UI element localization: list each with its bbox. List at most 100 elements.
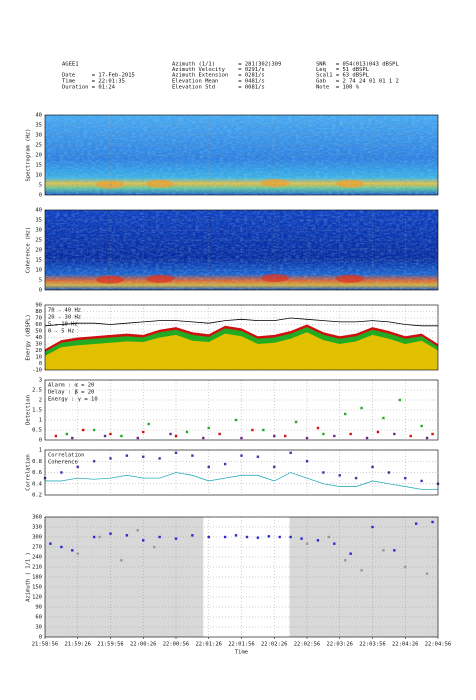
area xyxy=(45,332,438,370)
point xyxy=(142,455,145,458)
y-tick-label: 60 xyxy=(35,615,42,621)
point xyxy=(152,545,156,549)
point xyxy=(191,454,194,457)
y-tick-label: 0 xyxy=(39,635,42,641)
y-tick-label: 20 xyxy=(35,248,42,254)
point xyxy=(147,422,150,426)
point xyxy=(98,535,101,539)
y-tick-label: 0 xyxy=(39,438,42,444)
panel: 0 5 10 15 20 25 30 35 40 Spectrogram (Hz) xyxy=(26,113,439,199)
x-tick-label: 22:04:56 xyxy=(425,642,452,648)
point xyxy=(142,539,145,542)
hot-spot xyxy=(336,179,364,188)
point xyxy=(54,434,58,438)
point xyxy=(234,534,238,537)
point xyxy=(103,434,107,438)
y-tick-label: 60 xyxy=(35,322,42,328)
point xyxy=(414,522,418,525)
point xyxy=(316,426,320,430)
hot-spot xyxy=(146,274,174,283)
point xyxy=(354,476,358,480)
point xyxy=(92,535,96,539)
y-tick-label: 240 xyxy=(32,555,42,561)
panel: 0 0.5 1 1.5 2 2.5 3 Detection Alarm : α = 20Dela… xyxy=(26,378,439,444)
y-tick-label: 210 xyxy=(32,565,42,571)
y-tick-label: 270 xyxy=(32,545,42,551)
point xyxy=(344,559,347,562)
y-tick-label: 0 xyxy=(39,288,42,294)
x-tick-label: 22:03:26 xyxy=(327,642,354,648)
point xyxy=(71,549,74,552)
point xyxy=(60,471,63,474)
y-axis-label: Azimuth ( 1/1 ) xyxy=(26,552,32,602)
hot-spot xyxy=(146,179,174,188)
point xyxy=(404,565,407,569)
header-text: Duration = 01:24 xyxy=(62,85,116,91)
point xyxy=(393,549,396,552)
point xyxy=(191,534,194,537)
point xyxy=(109,457,112,460)
point xyxy=(82,428,85,432)
y-tick-label: 0 xyxy=(39,193,42,199)
y-tick-label: 10 xyxy=(35,355,42,361)
point xyxy=(409,434,412,438)
x-tick-label: 22:01:56 xyxy=(228,642,255,648)
point xyxy=(245,535,249,539)
y-tick-label: 330 xyxy=(32,525,42,531)
point xyxy=(371,525,374,529)
point xyxy=(174,537,178,540)
point xyxy=(365,436,369,440)
point xyxy=(431,520,434,524)
y-axis-label: Spectrogram (Hz) xyxy=(26,129,32,182)
y-tick-label: 10 xyxy=(35,173,42,179)
legend-entry: Correlation xyxy=(48,453,84,459)
point xyxy=(142,430,145,434)
y-tick-label: 180 xyxy=(32,575,42,581)
y-tick-label: 25 xyxy=(35,143,42,149)
y-tick-label: 90 xyxy=(35,303,42,309)
legend-entry: 5 - 10 Hz xyxy=(48,322,78,328)
y-tick-label: 30 xyxy=(35,228,42,234)
y-tick-label: 0.2 xyxy=(32,493,42,499)
y-tick-label: 3 xyxy=(39,378,42,384)
point xyxy=(322,432,325,436)
point xyxy=(431,432,434,436)
y-tick-label: 90 xyxy=(35,605,42,611)
x-tick-label: 22:01:26 xyxy=(196,642,223,648)
x-tick-label: 21:59:56 xyxy=(97,642,124,648)
legend-entry: Coherence xyxy=(48,460,78,466)
point xyxy=(158,457,161,460)
point xyxy=(344,412,347,416)
point xyxy=(49,542,52,545)
legend-entry: Delay : β = 20 xyxy=(48,390,94,396)
x-axis-label: Time xyxy=(235,650,248,656)
point xyxy=(376,430,380,434)
point xyxy=(420,479,423,483)
y-tick-label: 1.5 xyxy=(32,408,42,414)
y-tick-label: 20 xyxy=(35,153,42,159)
header-text: Elevation Std = 0081/s xyxy=(172,85,265,91)
y-tick-label: 2 xyxy=(39,398,42,404)
point xyxy=(223,462,227,466)
y-tick-label: 300 xyxy=(32,535,42,541)
point xyxy=(371,465,374,469)
panel: 0 5 10 15 20 25 30 35 40 Coherence (Hz) xyxy=(26,208,439,294)
point xyxy=(338,474,341,477)
point xyxy=(305,460,309,463)
point xyxy=(207,535,210,539)
y-tick-label: 30 xyxy=(35,342,42,348)
hot-spot xyxy=(96,180,124,189)
point xyxy=(234,418,238,422)
y-tick-label: 0.8 xyxy=(32,459,42,465)
hot-spot xyxy=(96,275,124,284)
y-tick-label: 0.5 xyxy=(32,428,42,434)
point xyxy=(262,428,265,432)
frame xyxy=(44,209,439,291)
y-tick-label: 2.5 xyxy=(32,388,42,394)
y-tick-label: 0.4 xyxy=(32,481,43,487)
header-text: Note = 100 % xyxy=(316,85,360,91)
point xyxy=(120,434,123,438)
point xyxy=(120,559,123,562)
point xyxy=(333,434,336,438)
point xyxy=(76,552,79,555)
